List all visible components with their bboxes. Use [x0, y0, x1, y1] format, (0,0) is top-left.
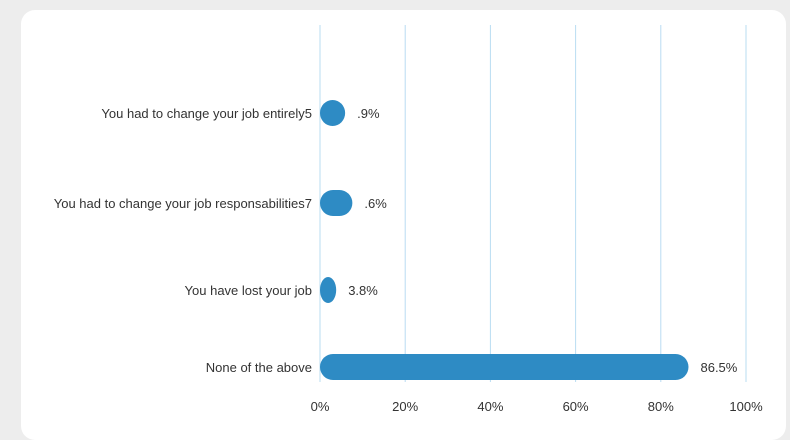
category-label: You had to change your job responsabilit… [54, 196, 312, 211]
grid-lines [319, 25, 747, 382]
x-tick-label: 40% [477, 399, 503, 414]
x-tick-label: 20% [392, 399, 418, 414]
bar-chart: You had to change your job entirely5 You … [54, 25, 763, 414]
value-label: 86.5% [700, 360, 737, 375]
bar [320, 277, 337, 303]
bar [320, 100, 346, 126]
category-label: You had to change your job entirely5 [101, 106, 312, 121]
value-label: .6% [364, 196, 387, 211]
x-tick-label: 100% [729, 399, 763, 414]
bar [320, 354, 689, 380]
value-label: .9% [357, 106, 380, 121]
value-labels: .9% .6% 3.8% 86.5% [348, 106, 738, 375]
x-tick-label: 0% [311, 399, 330, 414]
bar [320, 190, 353, 216]
category-label: You have lost your job [185, 283, 312, 298]
bars [320, 100, 689, 380]
category-label: None of the above [206, 360, 312, 375]
x-tick-label: 60% [563, 399, 589, 414]
x-tick-label: 80% [648, 399, 674, 414]
x-axis-ticks: 0% 20% 40% 60% 80% 100% [311, 399, 763, 414]
category-labels: You had to change your job entirely5 You … [54, 106, 312, 375]
value-label: 3.8% [348, 283, 378, 298]
